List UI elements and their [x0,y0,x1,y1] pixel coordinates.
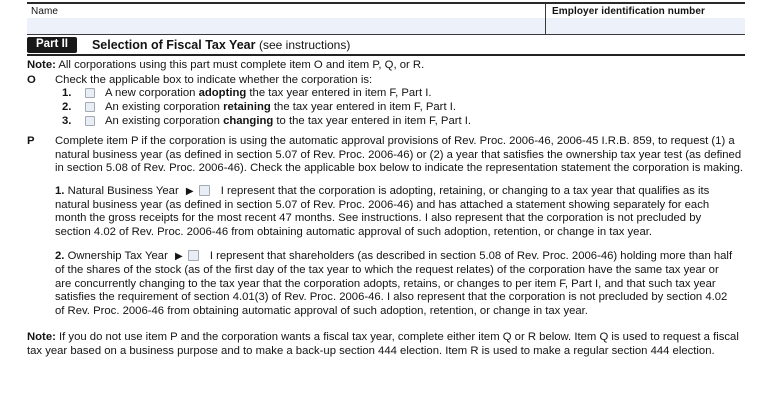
item-o: O Check the applicable box to indicate w… [27,74,745,88]
option-row-2: 2. An existing corporation retaining the… [27,101,745,115]
part-ii-header: Part II Selection of Fiscal Tax Year (se… [27,36,745,56]
nby-number: 1. [55,184,65,197]
oty-number: 2. [55,250,65,263]
nby-checkbox[interactable] [198,184,210,196]
oty-gap [205,250,208,262]
identification-row: Name Employer identification number [27,2,745,35]
item-o-letter: O [27,73,36,86]
nby-text: I represent that the corporation is adop… [55,184,710,238]
item-p: P Complete item P if the corporation is … [27,135,745,176]
note-bottom-label: Note: [27,331,56,344]
option-2-number: 2. [62,101,72,114]
part-ii-badge: Part II [27,37,77,53]
note-bottom: Note: If you do not use item P and the c… [27,331,745,358]
ein-field-label: Employer identification number [552,6,706,17]
note-top-text: All corporations using this part must co… [58,59,425,71]
nby-title: Natural Business Year [67,184,179,197]
option-1-checkbox[interactable] [85,88,95,99]
option-1-text: A new corporation adopting the tax year … [105,87,432,100]
part-ii-title: Selection of Fiscal Tax Year (see instru… [92,38,350,52]
option-row-1: 1. A new corporation adopting the tax ye… [27,87,745,101]
note-top: Note: All corporations using this part m… [27,59,745,73]
option-3-text: An existing corporation changing to the … [105,115,472,128]
right-arrow-icon: ▶ [185,185,194,197]
option-3-number: 3. [62,115,72,128]
part-ii-subtitle: (see instructions) [258,38,351,52]
option-row-3: 3. An existing corporation changing to t… [27,115,745,129]
nby-gap [216,185,219,197]
ein-field-cell: Employer identification number [545,4,745,34]
natural-business-year-paragraph: 1. Natural Business Year ▶ I represent t… [55,184,745,239]
item-o-text: Check the applicable box to indicate whe… [55,73,373,86]
oty-text: I represent that shareholders (as descri… [55,250,733,317]
note-bottom-text: If you do not use item P and the corpora… [27,331,739,357]
name-input[interactable] [27,18,545,34]
item-p-text: Complete item P if the corporation is us… [55,135,744,175]
option-1-number: 1. [62,87,72,100]
ownership-tax-year-paragraph: 2. Ownership Tax Year ▶ I represent that… [55,250,745,318]
name-field-label: Name [31,6,59,17]
note-top-label: Note: [27,59,56,71]
part-ii-title-text: Selection of Fiscal Tax Year [91,38,256,52]
option-2-checkbox[interactable] [85,102,95,113]
item-p-letter: P [27,135,35,148]
ein-input[interactable] [546,18,745,34]
option-3-checkbox[interactable] [85,116,95,127]
option-2-text: An existing corporation retaining the ta… [105,101,456,114]
right-arrow-icon: ▶ [174,251,183,263]
oty-checkbox[interactable] [187,250,199,262]
oty-title: Ownership Tax Year [67,250,168,263]
name-field-cell: Name [27,4,545,34]
